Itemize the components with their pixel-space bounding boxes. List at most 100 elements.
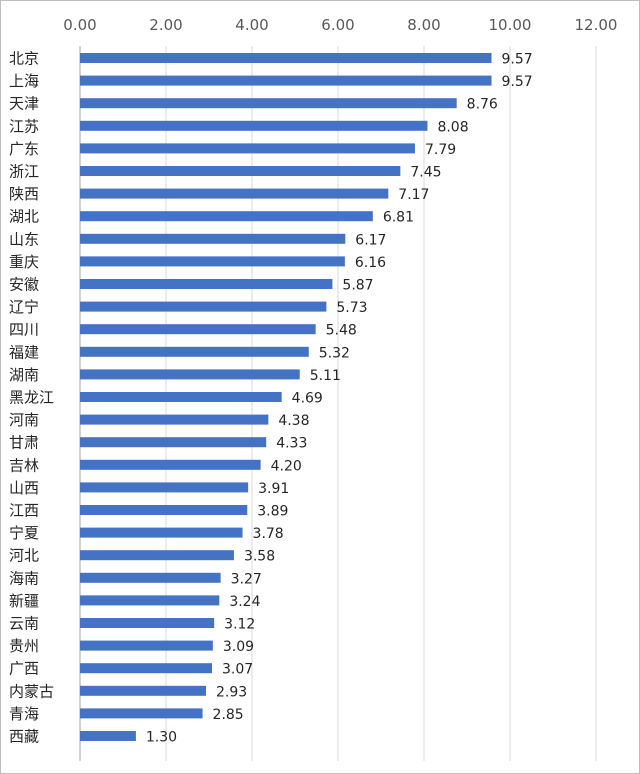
bar [80, 301, 327, 312]
x-tick-label: 8.00 [407, 16, 440, 34]
bar [80, 414, 269, 425]
category-label: 河北 [9, 547, 39, 565]
value-label: 3.27 [231, 571, 262, 587]
value-label: 5.87 [342, 278, 373, 294]
value-label: 3.58 [244, 549, 275, 565]
bar [80, 618, 215, 628]
value-label: 3.12 [224, 617, 255, 633]
category-label: 江苏 [9, 117, 39, 135]
category-label: 新疆 [9, 592, 39, 610]
category-label: 湖北 [9, 208, 39, 226]
value-label: 6.81 [383, 210, 414, 226]
value-label: 4.20 [271, 458, 302, 474]
category-label: 云南 [9, 615, 39, 633]
bar [80, 166, 401, 176]
value-label: 6.16 [355, 255, 386, 271]
category-label: 山东 [9, 230, 39, 248]
bar [80, 256, 345, 267]
bar [80, 369, 300, 380]
bar [80, 482, 249, 493]
category-label: 北京 [9, 50, 39, 68]
value-label: 3.91 [258, 481, 289, 497]
bars [80, 53, 492, 741]
bar [80, 324, 316, 335]
x-tick-label: 6.00 [321, 16, 354, 34]
value-label: 3.24 [229, 594, 260, 610]
category-label: 重庆 [9, 253, 39, 271]
category-label: 甘肃 [9, 434, 39, 452]
bar [80, 75, 492, 86]
bar [80, 685, 206, 696]
category-label: 宁夏 [9, 524, 39, 542]
value-label: 7.17 [398, 187, 429, 203]
bar [80, 211, 373, 222]
bar [80, 595, 220, 606]
value-label: 3.78 [253, 526, 284, 542]
category-label: 内蒙古 [9, 682, 54, 700]
bar [80, 53, 492, 63]
value-label: 7.45 [410, 165, 441, 181]
value-label: 7.79 [425, 142, 456, 158]
category-label: 辽宁 [9, 298, 39, 316]
value-label: 3.07 [222, 662, 253, 678]
x-tick-label: 4.00 [235, 16, 268, 34]
category-label: 浙江 [9, 163, 39, 181]
value-label: 9.57 [502, 52, 533, 68]
bar [80, 233, 346, 244]
category-label: 黑龙江 [9, 389, 54, 407]
bar [80, 143, 415, 154]
x-tick-label: 0.00 [63, 16, 96, 34]
category-labels: 北京上海天津江苏广东浙江陕西湖北山东重庆安徽辽宁四川福建湖南黑龙江河南甘肃吉林山… [9, 50, 54, 746]
category-label: 福建 [9, 343, 39, 361]
bar [80, 459, 261, 470]
bar [80, 188, 389, 199]
value-label: 5.48 [326, 323, 357, 339]
category-label: 天津 [9, 95, 39, 113]
category-label: 上海 [9, 72, 39, 90]
bar [80, 731, 136, 741]
value-label: 2.93 [216, 684, 247, 700]
value-label: 4.38 [278, 413, 309, 429]
value-label: 4.33 [276, 436, 307, 452]
category-label: 安徽 [9, 276, 39, 294]
category-label: 江西 [9, 502, 39, 520]
category-label: 吉林 [9, 456, 39, 474]
value-label: 5.32 [319, 345, 350, 361]
bar [80, 527, 243, 538]
bar [80, 120, 428, 131]
value-label: 5.73 [336, 300, 367, 316]
bar [80, 505, 248, 515]
value-label: 5.11 [310, 368, 341, 384]
bar [80, 346, 309, 357]
category-label: 西藏 [9, 728, 39, 746]
x-axis-ticks: 0.00 2.00 4.00 6.00 8.00 10.00 12.00 [63, 16, 617, 34]
x-tick-label: 2.00 [149, 16, 182, 34]
category-label: 四川 [9, 321, 39, 339]
category-label: 青海 [9, 705, 39, 723]
category-label: 山西 [9, 479, 39, 497]
bar [80, 279, 333, 289]
category-label: 广东 [9, 140, 39, 158]
category-label: 河南 [9, 411, 39, 429]
value-label: 1.30 [146, 730, 177, 746]
bar [80, 572, 221, 583]
bar [80, 663, 213, 674]
bar [80, 550, 234, 561]
category-label: 广西 [9, 660, 39, 678]
bar [80, 437, 267, 448]
bar [80, 640, 213, 651]
bar [80, 708, 203, 719]
category-label: 海南 [9, 569, 39, 587]
bar [80, 392, 282, 402]
value-label: 9.57 [502, 74, 533, 90]
value-label: 4.69 [292, 391, 323, 407]
x-tick-label: 10.00 [489, 16, 532, 34]
x-tick-label: 12.00 [575, 16, 618, 34]
value-label: 8.76 [467, 97, 498, 113]
category-label: 陕西 [9, 185, 39, 203]
bar [80, 98, 457, 109]
value-labels: 9.579.578.768.087.797.457.176.816.176.16… [146, 52, 533, 746]
category-label: 湖南 [9, 366, 39, 384]
